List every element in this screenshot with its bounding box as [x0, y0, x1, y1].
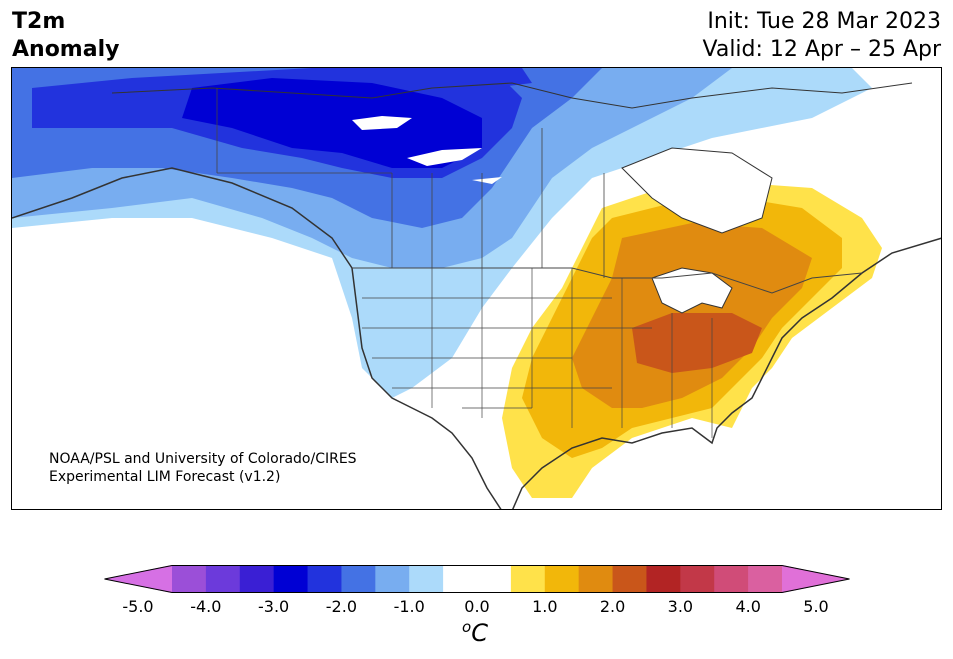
credit-text: NOAA/PSL and University of Colorado/CIRE…: [49, 450, 357, 486]
colorbar-bin: [375, 565, 410, 593]
pacific-coastline: [12, 167, 502, 509]
colorbar-ticks: -5.0 -4.0 -3.0 -2.0 -1.0 0.0 1.0 2.0 3.0 4.0 5.0: [0, 597, 953, 619]
colorbar-tick-label: -5.0: [122, 597, 154, 616]
colorbar-bin: [341, 565, 376, 593]
colorbar-bin: [510, 565, 546, 593]
hudson-bay: [621, 147, 773, 234]
title-line-1: T2m: [12, 9, 66, 34]
colorbar-extend-low: [104, 565, 172, 593]
credit-line-1: NOAA/PSL and University of Colorado/CIRE…: [49, 451, 357, 467]
colorbar-bin: [273, 565, 309, 593]
colorbar-tick-label: 0.0: [464, 597, 490, 616]
colorbar-bin: [544, 565, 580, 593]
cold-anomaly-5c: [182, 78, 482, 168]
colorbar-svg: [104, 565, 850, 593]
colorbar-unit: oC: [462, 618, 488, 647]
colorbar-bin: [477, 565, 512, 593]
colorbar-tick-label: 2.0: [599, 597, 626, 616]
colorbar-bin: [748, 565, 783, 593]
colorbar-tick-label: -4.0: [190, 597, 222, 616]
anomaly-map-svg: [12, 68, 941, 509]
colorbar-bin: [680, 565, 715, 593]
colorbar-tick-label: -2.0: [325, 597, 357, 616]
colorbar-tick-label: -1.0: [393, 597, 425, 616]
colorbar-tick-label: 5.0: [803, 597, 829, 616]
forecast-dates: Init: Tue 28 Mar 2023 Valid: 12 Apr – 25…: [703, 8, 942, 64]
colorbar-tick-label: -3.0: [257, 597, 290, 616]
province-borders: [216, 88, 605, 278]
colorbar-bin: [172, 565, 207, 593]
colorbar-bin: [239, 565, 275, 593]
colorbar-tick-label: 1.0: [532, 597, 558, 616]
colorbar-bin: [612, 565, 647, 593]
arctic-coastline: [111, 82, 913, 109]
title-line-2: Anomaly: [12, 37, 120, 62]
colorbar-bin: [714, 565, 749, 593]
colorbar-bin: [443, 565, 478, 593]
great-slave-lake: [407, 148, 482, 166]
colorbar-bin: [307, 565, 342, 593]
atlantic-coastline: [512, 237, 941, 509]
colorbar: [104, 565, 850, 593]
lake-athabasca: [472, 177, 502, 184]
colorbar-outline: [104, 565, 850, 593]
great-bear-lake: [352, 116, 412, 130]
map-title: T2m Anomaly: [12, 8, 119, 64]
anomaly-map: [11, 67, 942, 510]
colorbar-bin: [578, 565, 614, 593]
colorbar-tick-label: 4.0: [735, 597, 761, 616]
colorbar-bin: [409, 565, 444, 593]
great-lakes: [651, 267, 733, 314]
valid-range: Valid: 12 Apr – 25 Apr: [702, 37, 942, 62]
colorbar-extend-high: [782, 565, 850, 593]
us-canada-border: [352, 267, 863, 294]
state-borders: [362, 268, 713, 438]
colorbar-tick-label: 3.0: [667, 597, 694, 616]
init-date: Init: Tue 28 Mar 2023: [707, 9, 941, 34]
warm-anomaly-4c: [632, 313, 762, 373]
credit-line-2: Experimental LIM Forecast (v1.2): [49, 469, 281, 485]
colorbar-bin: [646, 565, 681, 593]
colorbar-bin: [205, 565, 241, 593]
